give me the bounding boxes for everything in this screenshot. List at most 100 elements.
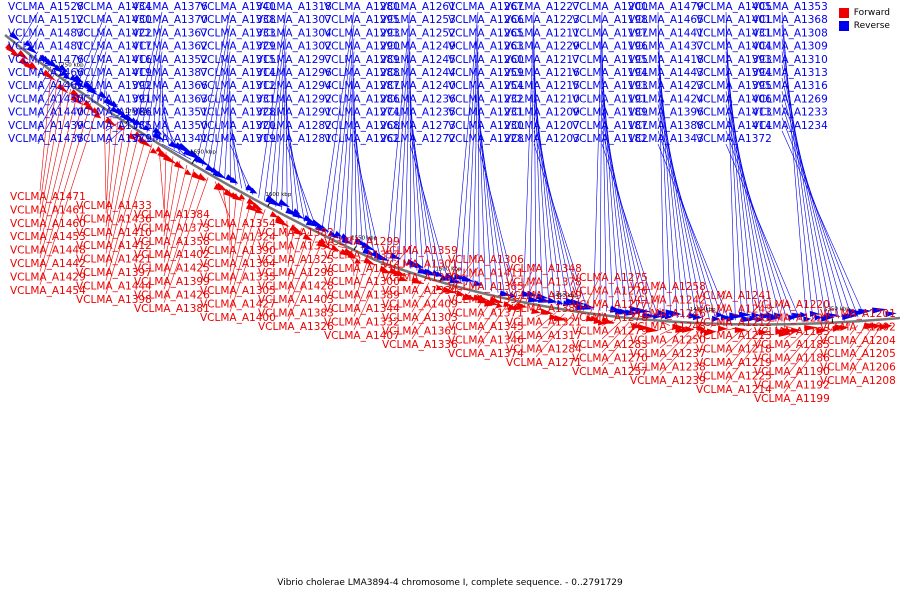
reverse-gene-label: VCLMA_A1450 [8, 93, 84, 105]
forward-gene-leader [601, 321, 622, 340]
reverse-gene-label: VCLMA_A1308 [752, 27, 828, 39]
forward-gene-leader [783, 326, 826, 380]
forward-gene-feature [489, 296, 505, 303]
forward-gene-label: VCLMA_A1399 [134, 276, 210, 288]
reverse-gene-leader [533, 130, 581, 309]
forward-gene-label: VCLMA_A1335 [200, 272, 276, 284]
forward-gene-leader [849, 323, 875, 362]
forward-gene-label: VCLMA_A1354 [200, 218, 276, 230]
reverse-gene-label: VCLMA_A1413 [696, 107, 772, 119]
reverse-gene-label: VCLMA_A1263 [448, 41, 524, 53]
reverse-gene-label: VCLMA_A1414 [696, 120, 772, 132]
reverse-gene-label: VCLMA_A1265 [448, 27, 524, 39]
reverse-gene-label: VCLMA_A1217 [504, 54, 580, 66]
forward-gene-feature [759, 329, 768, 336]
forward-gene-leader [783, 327, 818, 367]
forward-gene-feature [706, 328, 717, 335]
forward-gene-leader [659, 326, 695, 362]
forward-gene-leader [353, 260, 368, 304]
forward-gene-leader [105, 139, 146, 281]
forward-gene-label: VCLMA_A1400 [200, 312, 276, 324]
forward-gene-leader [39, 74, 52, 192]
reverse-gene-leader [37, 74, 62, 118]
forward-gene-feature [354, 258, 361, 264]
tick-mark [439, 277, 442, 282]
forward-gene-leader [39, 102, 92, 272]
forward-gene-leader [783, 326, 834, 393]
forward-gene-leader [287, 239, 324, 321]
reverse-gene-feature [670, 310, 682, 317]
forward-gene-label: VCLMA_A1460 [10, 218, 86, 230]
reverse-gene-leader [601, 143, 659, 317]
forward-gene-leader [476, 293, 479, 296]
forward-gene-leader [163, 177, 209, 303]
forward-gene-label: VCLMA_A1461 [10, 204, 86, 216]
forward-gene-label: VCLMA_A1397 [76, 267, 152, 279]
reverse-gene-feature [435, 271, 443, 277]
forward-gene-leader [39, 79, 58, 205]
forward-gene-label: VCLMA_A1208 [820, 375, 896, 387]
reverse-gene-label: VCLMA_A1416 [76, 54, 152, 66]
forward-gene-label: VCLMA_A1428 [258, 281, 334, 293]
forward-gene-label: VCLMA_A1471 [10, 191, 86, 203]
reverse-gene-label: VCLMA_A1304 [256, 27, 332, 39]
reverse-gene-feature [844, 313, 858, 320]
reverse-gene-leader [781, 117, 859, 318]
reverse-gene-feature [177, 142, 193, 154]
forward-gene-label: VCLMA_A1324 [200, 231, 276, 243]
reverse-gene-leader [453, 11, 479, 282]
reverse-gene-leader [725, 143, 801, 321]
reverse-gene-leader [409, 130, 442, 279]
reverse-gene-feature [86, 85, 99, 96]
tick-label: 1550 kbp [351, 235, 377, 241]
forward-gene-label: VCLMA_A1426 [134, 289, 210, 301]
reverse-gene-leader [350, 77, 355, 245]
reverse-gene-label: VCLMA_A1481 [8, 41, 84, 53]
reverse-gene-leader [229, 104, 237, 186]
reverse-gene-label: VCLMA_A1207 [504, 120, 580, 132]
gene-leader-lines [19, 11, 883, 393]
forward-gene-label: VCLMA_A1384 [134, 209, 210, 221]
reverse-gene-leader [35, 51, 39, 56]
reverse-gene-leader [404, 51, 411, 267]
reverse-gene-label: VCLMA_A1372 [696, 133, 772, 145]
reverse-gene-leader [398, 38, 411, 265]
forward-gene-feature [191, 171, 206, 182]
reverse-gene-leader [196, 11, 231, 163]
reverse-gene-label: VCLMA_A1236 [380, 93, 456, 105]
forward-gene-label: VCLMA_A1239 [630, 375, 706, 387]
reverse-gene-leader [92, 51, 107, 97]
reverse-gene-label: VCLMA_A1194 [572, 67, 648, 79]
forward-gene-leader [163, 156, 174, 236]
forward-gene-feature [238, 193, 246, 200]
reverse-gene-label: VCLMA_A1320 [200, 120, 276, 132]
forward-gene-label: VCLMA_A1190 [754, 366, 830, 378]
reverse-gene-label: VCLMA_A1297 [256, 54, 332, 66]
forward-gene-feature [553, 315, 569, 321]
reverse-gene-label: VCLMA_A1405 [696, 1, 772, 13]
reverse-gene-label: VCLMA_A1281 [256, 133, 332, 145]
reverse-gene-feature [278, 199, 290, 208]
reverse-gene-label: VCLMA_A1341 [132, 133, 208, 145]
reverse-gene-feature [319, 225, 330, 232]
forward-gene-feature [330, 244, 340, 252]
tick-label: 1400 kbp [690, 307, 716, 313]
forward-gene-feature [884, 323, 893, 330]
gene-labels: VCLMA_A1528VCLMA_A1512VCLMA_A1483VCLMA_A… [8, 1, 896, 405]
forward-gene-leader [105, 116, 112, 214]
reverse-gene-leader [87, 38, 107, 94]
reverse-gene-leader [218, 64, 231, 176]
reverse-gene-label: VCLMA_A1376 [132, 1, 208, 13]
forward-gene-label: VCLMA_A1361 [382, 325, 458, 337]
forward-gene-leader [105, 143, 153, 294]
forward-gene-leader [286, 220, 289, 254]
tick-label: 1650 kbp [190, 150, 216, 156]
forward-gene-label: VCLMA_A1390 [200, 245, 276, 257]
forward-gene-label: VCLMA_A1380 [506, 303, 582, 315]
reverse-gene-leader [725, 117, 788, 321]
forward-gene-feature [540, 308, 554, 315]
forward-gene-label: VCLMA_A1306 [448, 254, 524, 266]
reverse-gene-label: VCLMA_A1391 [76, 93, 152, 105]
tick-mark [557, 304, 559, 309]
forward-gene-label: VCLMA_A1336 [382, 339, 458, 351]
